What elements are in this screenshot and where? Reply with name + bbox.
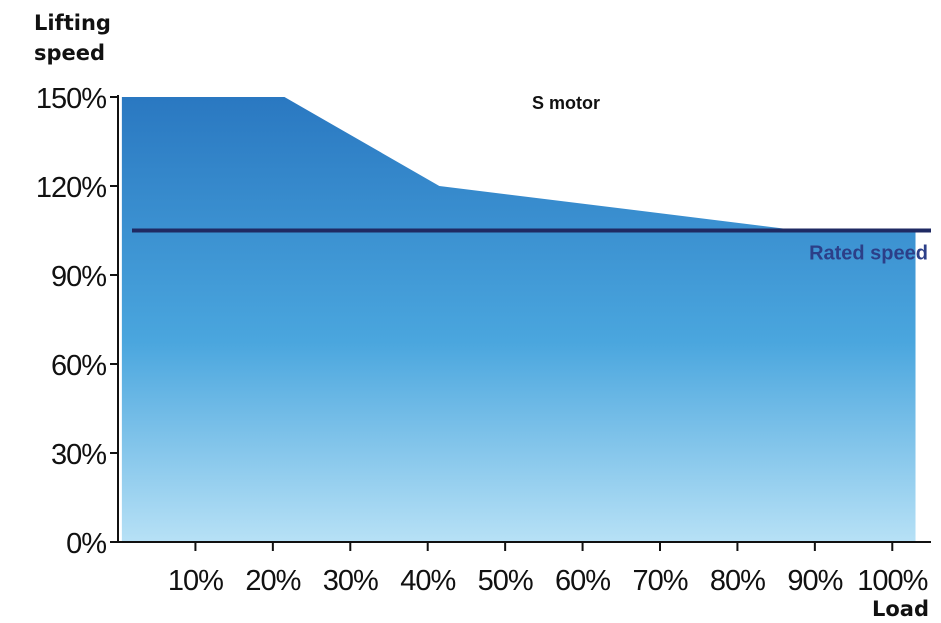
y-tick-label: 0%: [66, 528, 106, 560]
x-tick-label: 70%: [632, 565, 687, 597]
rated-speed-label: Rated speed: [809, 243, 928, 265]
area-s-motor: [121, 97, 916, 542]
x-tick-label: 90%: [787, 565, 842, 597]
y-axis-label: Lifting speed: [34, 11, 111, 65]
y-tick-label: 150%: [36, 83, 106, 115]
y-tick-label: 120%: [36, 172, 106, 204]
y-tick-label: 90%: [51, 261, 106, 293]
y-tick-label: 30%: [51, 439, 106, 471]
x-tick-label: 30%: [323, 565, 378, 597]
y-tick-label: 60%: [51, 350, 106, 382]
x-tick-label: 20%: [245, 565, 300, 597]
series-label-s-motor: S motor: [532, 93, 600, 113]
x-tick-label: 50%: [478, 565, 533, 597]
x-tick-label: 40%: [400, 565, 455, 597]
x-tick-label: 80%: [710, 565, 765, 597]
x-tick-label: 10%: [168, 565, 223, 597]
x-tick-label: 100%: [857, 565, 927, 597]
x-tick-label: 60%: [555, 565, 610, 597]
x-axis-label: Load: [871, 597, 929, 621]
